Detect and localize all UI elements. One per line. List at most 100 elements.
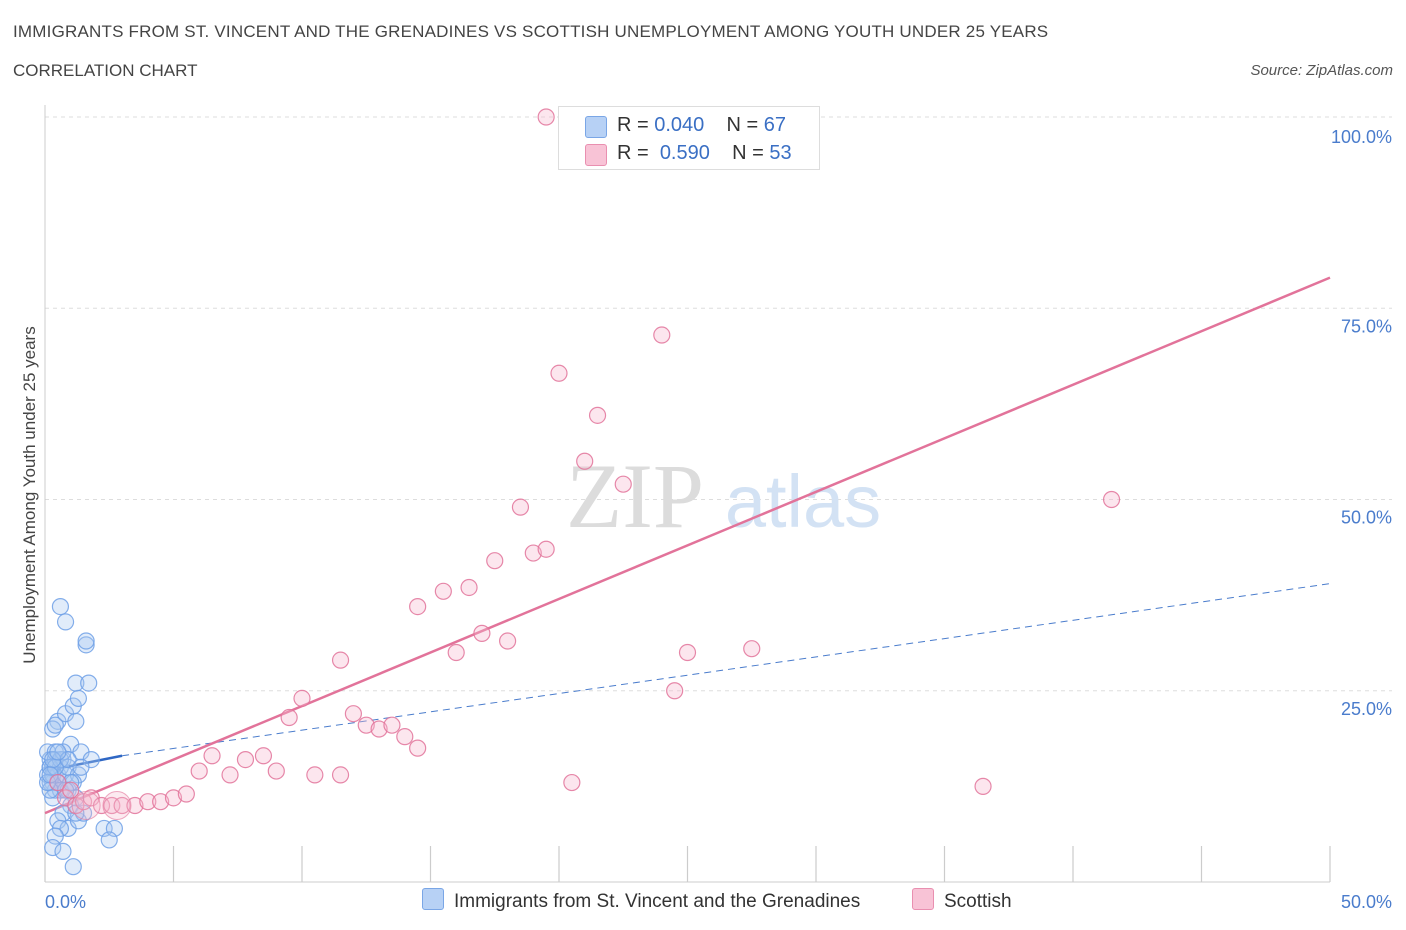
y-tick-label: 50.0% xyxy=(1341,508,1392,528)
point-immigrants xyxy=(54,842,72,861)
legend-r-label: R = xyxy=(617,114,649,136)
point-scottish xyxy=(67,796,85,815)
point-scottish xyxy=(1102,490,1121,509)
point-immigrants xyxy=(80,674,98,692)
stats-legend: R = 0.040 N = 67 R = 0.590 N = 53 xyxy=(558,106,820,170)
series-legend-item-pink: Scottish xyxy=(912,888,1012,913)
point-immigrants xyxy=(44,838,62,857)
legend-n-label: N = xyxy=(732,142,764,164)
point-scottish xyxy=(236,750,255,769)
point-scottish xyxy=(396,728,414,746)
legend-n-label: N = xyxy=(726,114,759,136)
point-immigrants xyxy=(100,831,118,849)
legend-n-value: 67 xyxy=(763,114,787,136)
point-scottish xyxy=(344,705,362,723)
point-scottish xyxy=(221,766,239,784)
point-immigrants xyxy=(77,632,95,650)
point-scottish xyxy=(203,747,221,765)
point-scottish xyxy=(164,789,183,807)
point-scottish xyxy=(370,720,388,738)
point-scottish xyxy=(280,708,298,727)
point-immigrants xyxy=(49,743,67,761)
point-scottish xyxy=(434,582,452,600)
point-scottish xyxy=(563,773,581,792)
trend-line-immigrants-extended xyxy=(122,583,1331,757)
watermark: ZIP atlas xyxy=(566,445,881,547)
point-scottish xyxy=(293,689,311,708)
point-immigrants xyxy=(72,758,90,776)
data-points xyxy=(38,108,1121,876)
series-swatch-blue xyxy=(422,888,444,910)
point-scottish xyxy=(666,682,684,700)
point-scottish xyxy=(267,762,285,780)
point-immigrants xyxy=(46,716,64,734)
chart-subtitle: CORRELATION CHART xyxy=(13,61,198,80)
point-scottish xyxy=(653,326,671,344)
point-scottish xyxy=(974,777,992,795)
series-legend-label: Immigrants from St. Vincent and the Gren… xyxy=(454,891,861,912)
point-scottish xyxy=(177,785,195,803)
axes xyxy=(44,105,1331,883)
point-scottish xyxy=(62,781,80,799)
gridlines xyxy=(45,116,1392,692)
point-scottish xyxy=(511,498,530,516)
point-scottish xyxy=(588,406,607,424)
point-scottish xyxy=(409,739,427,757)
point-scottish xyxy=(306,766,324,784)
point-scottish xyxy=(113,796,131,815)
point-immigrants xyxy=(69,689,88,708)
point-scottish xyxy=(537,540,555,558)
legend-r-value: 0.590 xyxy=(659,142,710,164)
point-scottish xyxy=(678,643,697,662)
watermark-zip: ZIP xyxy=(566,445,704,547)
legend-r-label: R = xyxy=(617,142,649,164)
point-scottish-cluster xyxy=(102,791,132,820)
point-scottish xyxy=(357,716,375,734)
point-scottish xyxy=(499,632,517,650)
point-scottish xyxy=(74,793,93,811)
y-tick-label: 25.0% xyxy=(1341,699,1392,719)
x-tick-label-left: 0.0% xyxy=(45,892,86,912)
series-legend-label: Scottish xyxy=(944,891,1012,912)
point-scottish xyxy=(460,578,478,597)
point-immigrants xyxy=(67,674,85,692)
watermark-atlas: atlas xyxy=(725,460,881,543)
point-scottish xyxy=(49,773,67,792)
point-immigrants xyxy=(67,712,85,730)
point-scottish xyxy=(447,643,465,662)
point-scottish xyxy=(473,624,491,642)
tick-labels: 100.0% 75.0% 50.0% 25.0% 0.0% 50.0% xyxy=(45,127,1392,912)
x-tick-label-right: 50.0% xyxy=(1341,892,1392,912)
point-scottish xyxy=(331,766,350,784)
point-scottish xyxy=(576,452,594,470)
point-scottish xyxy=(537,108,555,126)
series-legend-item-blue: Immigrants from St. Vincent and the Gren… xyxy=(422,888,860,913)
y-tick-label: 75.0% xyxy=(1341,316,1392,336)
chart-source: Source: ZipAtlas.com xyxy=(1250,62,1393,79)
point-scottish xyxy=(331,651,350,669)
point-scottish xyxy=(524,544,542,562)
legend-r-value: 0.040 xyxy=(654,114,705,136)
point-scottish xyxy=(550,364,568,382)
point-scottish xyxy=(254,747,273,765)
point-scottish xyxy=(486,552,504,570)
legend-n-value: 53 xyxy=(769,142,792,164)
point-scottish xyxy=(743,640,761,658)
point-immigrants xyxy=(56,613,75,631)
point-scottish xyxy=(409,597,427,616)
legend-swatch-pink xyxy=(585,144,607,166)
trend-line-scottish xyxy=(44,276,1331,815)
point-immigrants xyxy=(51,597,70,616)
point-scottish xyxy=(139,793,157,811)
point-scottish xyxy=(152,793,170,811)
point-scottish xyxy=(126,796,144,815)
point-immigrants xyxy=(77,636,95,654)
y-tick-label: 100.0% xyxy=(1331,127,1392,147)
point-immigrants xyxy=(64,858,82,876)
point-scottish xyxy=(383,716,401,734)
trend-lines xyxy=(44,276,1331,815)
point-scottish-cluster xyxy=(71,791,101,820)
point-scottish xyxy=(190,762,208,780)
series-swatch-pink xyxy=(912,888,934,910)
